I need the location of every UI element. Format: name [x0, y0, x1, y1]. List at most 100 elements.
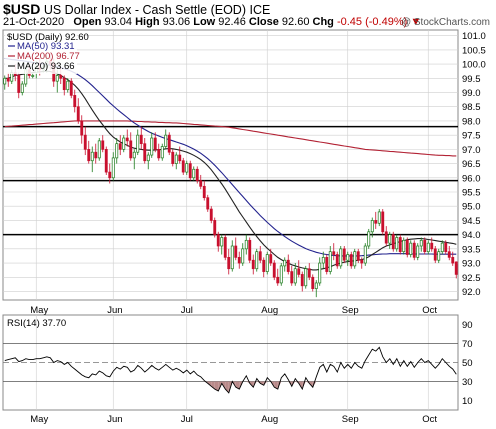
- down-arrow-icon: ▼: [410, 16, 422, 28]
- candle-body: [125, 137, 129, 142]
- candle-body: [451, 257, 455, 264]
- candle-body: [76, 106, 80, 122]
- price-x-tick-label: Oct: [422, 305, 437, 316]
- candle-body: [181, 160, 185, 173]
- rsi-oversold-fill: [214, 381, 219, 391]
- price-x-axis: May Jun Jul Aug Sep Oct: [30, 305, 437, 316]
- rsi-line: [4, 346, 457, 394]
- candle-body: [122, 137, 126, 150]
- candle-body: [17, 75, 21, 93]
- rsi-plot: [4, 346, 457, 394]
- candle-body: [328, 251, 332, 272]
- candle-body: [3, 77, 7, 85]
- candle-body: [87, 149, 91, 162]
- price-legend: $USD (Daily) 92.60 MA(50) 93.31 MA(200) …: [5, 31, 89, 74]
- candle-body: [209, 208, 213, 221]
- open-value: 93.04: [104, 16, 133, 28]
- candle-body: [234, 245, 238, 258]
- rsi-oversold-fill: [277, 381, 282, 390]
- price-y-tick-label: 99.5: [462, 74, 481, 85]
- candle-body: [150, 137, 154, 156]
- candle-body: [202, 185, 206, 199]
- candle-body: [437, 251, 441, 261]
- candle-body: [269, 254, 273, 264]
- rsi-x-tick-label: Sep: [342, 414, 359, 425]
- price-y-tick-label: 101.0: [462, 31, 486, 42]
- chart-title-row: $USD US Dollar Index - Cash Settle (EOD)…: [3, 1, 270, 17]
- quote-date: 21-Oct-2020: [3, 16, 65, 28]
- copyright-label: @ StockCharts.com: [400, 17, 490, 28]
- price-x-tick-label: Sep: [342, 305, 359, 316]
- candle-body: [342, 248, 346, 261]
- candle-body: [297, 268, 301, 275]
- candle-body: [433, 248, 437, 261]
- rsi-y-tick-label: 50: [462, 358, 473, 369]
- price-y-tick-label: 93.5: [462, 244, 481, 255]
- candle-body: [440, 242, 444, 253]
- candle-body: [248, 239, 252, 261]
- candle-body: [346, 254, 350, 261]
- candle-body: [185, 163, 189, 173]
- rsi-x-axis: May Jun Jul Aug Sep Oct: [30, 414, 437, 425]
- price-y-tick-label: 92.5: [462, 273, 481, 284]
- legend-ma200: MA(200) 96.77: [17, 51, 80, 62]
- candle-body: [251, 259, 255, 270]
- candle-body: [409, 242, 413, 255]
- rsi-grid: [3, 315, 458, 410]
- price-y-tick-label: 100.5: [462, 45, 486, 56]
- candle-body: [423, 239, 427, 253]
- candle-body: [94, 151, 98, 159]
- instrument-name: US Dollar Index - Cash Settle (EOD): [43, 3, 246, 17]
- candle-body: [258, 251, 262, 261]
- ma20-line: [4, 70, 457, 271]
- price-x-tick-label: May: [30, 305, 48, 316]
- candle-body: [241, 248, 245, 264]
- candle-body: [405, 239, 409, 255]
- exchange-label: ICE: [249, 3, 271, 17]
- low-label: Low: [193, 16, 216, 28]
- candle-body: [118, 143, 122, 150]
- price-y-tick-label: 100.0: [462, 60, 486, 71]
- price-x-tick-label: Jul: [181, 305, 193, 316]
- candle-body: [353, 251, 357, 267]
- candle-body: [111, 157, 115, 179]
- rsi-oversold-fill: [211, 381, 215, 390]
- candle-body: [101, 140, 105, 150]
- candle-body: [402, 239, 406, 253]
- low-value: 92.46: [218, 16, 246, 28]
- price-y-tick-label: 93.0: [462, 259, 481, 270]
- candle-body: [160, 146, 164, 159]
- candle-body: [398, 237, 402, 253]
- candle-body: [227, 257, 231, 270]
- candle-body: [230, 245, 234, 270]
- candle-body: [265, 254, 269, 272]
- price-y-tick-label: 94.5: [462, 216, 481, 227]
- candle-body: [164, 134, 168, 147]
- rsi-x-tick-label: Aug: [261, 414, 278, 425]
- candle-body: [391, 234, 395, 250]
- rsi-legend: RSI(14) 37.70: [7, 318, 66, 329]
- candle-body: [430, 242, 434, 250]
- rsi-oversold-fill: [302, 381, 306, 390]
- candle-body: [370, 220, 374, 233]
- candle-body: [73, 95, 77, 108]
- candle-body: [377, 211, 381, 224]
- candle-body: [381, 211, 385, 233]
- candle-body: [83, 134, 87, 150]
- candle-body: [167, 134, 171, 153]
- ma200-line: [4, 120, 457, 157]
- candle-body: [321, 257, 325, 264]
- price-horizontal-lines: [3, 125, 458, 236]
- legend-ma50: MA(50) 93.31: [17, 41, 75, 52]
- price-y-tick-label: 99.0: [462, 88, 481, 99]
- rsi-y-tick-label: 70: [462, 339, 473, 350]
- candle-body: [20, 83, 24, 93]
- price-y-tick-label: 94.0: [462, 230, 481, 241]
- candle-body: [363, 245, 367, 264]
- open-label: Open: [73, 16, 102, 28]
- candle-body: [139, 134, 143, 145]
- candle-body: [314, 282, 318, 289]
- candle-body: [318, 262, 322, 284]
- rsi-x-tick-label: May: [30, 414, 48, 425]
